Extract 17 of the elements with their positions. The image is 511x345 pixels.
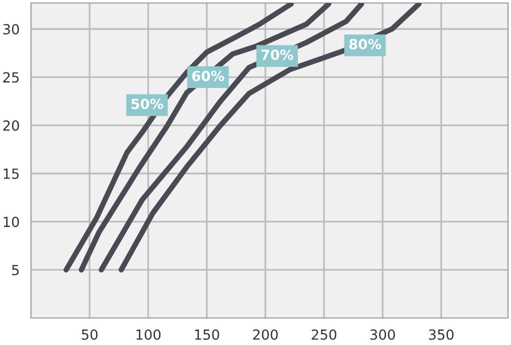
x-tick-label: 350 [429, 329, 454, 340]
x-tick-label: 300 [370, 329, 395, 340]
x-tick-label: 100 [136, 329, 161, 340]
x-tick-label: 50 [82, 329, 98, 340]
annotation: 80% [349, 38, 382, 50]
y-tick-label: 25 [3, 72, 19, 83]
annotation: 60% [192, 70, 224, 82]
y-tick-label: 20 [3, 120, 19, 131]
y-tick-label: 15 [4, 168, 19, 179]
annotation: 70% [261, 50, 294, 60]
y-tick-label: 10 [4, 216, 19, 228]
x-tick-label: 250 [312, 329, 336, 340]
annotation: 50% [131, 98, 164, 110]
y-tick-label: 30 [3, 24, 19, 34]
x-tick-label: 150 [195, 329, 220, 340]
x-tick-label: 200 [253, 329, 278, 340]
y-tick-label: 5 [12, 264, 19, 276]
